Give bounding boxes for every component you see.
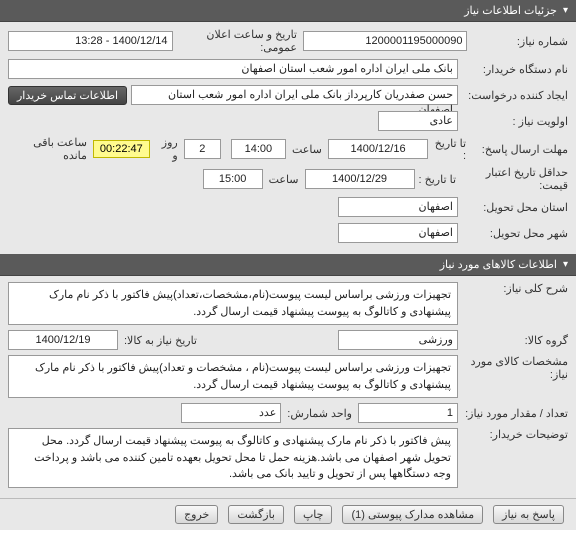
min-valid-date: 1400/12/29 [305, 169, 415, 189]
to-date-label-2: تا تاریخ : [419, 173, 456, 186]
time-label-1: ساعت [292, 143, 322, 156]
buyer-notes-value: پیش فاکتور با ذکر نام مارک پیشنهادی و کا… [8, 428, 458, 488]
row-city: شهر محل تحویل: اصفهان [8, 222, 568, 244]
remain-suffix: ساعت باقی مانده [14, 136, 87, 162]
print-button[interactable]: چاپ [294, 505, 333, 524]
unit-value: عدد [181, 403, 281, 423]
row-desc: شرح کلی نیاز: تجهیزات ورزشی براساس لیست … [8, 282, 568, 325]
need-date-value: 1400/12/19 [8, 330, 118, 350]
goods-info-header[interactable]: ▾ اطلاعات کالاهای مورد نیاز [0, 254, 576, 276]
priority-value: عادی [378, 111, 458, 131]
collapse-icon-2: ▾ [563, 259, 568, 270]
min-valid-time: 15:00 [203, 169, 263, 189]
province-value: اصفهان [338, 197, 458, 217]
spec-label: مشخصات کالای مورد نیاز: [458, 355, 568, 381]
deadline-date: 1400/12/16 [328, 139, 428, 159]
need-info-header[interactable]: ▾ جزئیات اطلاعات نیاز [0, 0, 576, 22]
deadline-label: مهلت ارسال پاسخ: [468, 143, 568, 156]
row-priority: اولویت نیاز : عادی [8, 110, 568, 132]
row-qty: تعداد / مقدار مورد نیاز: 1 واحد شمارش: ع… [8, 402, 568, 424]
time-label-2: ساعت [269, 173, 299, 186]
row-creator: ایجاد کننده درخواست: حسن صفدریان کارپردا… [8, 84, 568, 106]
row-number: شماره نیاز: 1200001195000090 تاریخ و ساع… [8, 28, 568, 54]
need-info-panel: شماره نیاز: 1200001195000090 تاریخ و ساع… [0, 22, 576, 254]
row-buyer-notes: توضیحات خریدار: پیش فاکتور با ذکر نام ما… [8, 428, 568, 488]
remain-days: 2 [184, 139, 221, 159]
days-and-label: روز و [156, 136, 178, 162]
priority-label: اولویت نیاز : [458, 115, 568, 128]
announce-value: 1400/12/14 - 13:28 [8, 31, 173, 51]
need-info-title: جزئیات اطلاعات نیاز [464, 4, 557, 17]
province-label: استان محل تحویل: [458, 201, 568, 214]
row-deadline: مهلت ارسال پاسخ: تا تاریخ : 1400/12/16 س… [8, 136, 568, 162]
respond-button[interactable]: پاسخ به نیاز [493, 505, 564, 524]
group-value: ورزشی [338, 330, 458, 350]
row-spec: مشخصات کالای مورد نیاز: تجهیزات ورزشی بر… [8, 355, 568, 398]
footer-bar: پاسخ به نیاز مشاهده مدارک پیوستی (1) چاپ… [0, 498, 576, 530]
qty-value: 1 [358, 403, 458, 423]
buyer-notes-label: توضیحات خریدار: [458, 428, 568, 441]
back-button[interactable]: بازگشت [228, 505, 284, 524]
row-buyer: نام دستگاه خریدار: بانک ملی ایران اداره … [8, 58, 568, 80]
spec-value: تجهیزات ورزشی براساس لیست پیوست(نام ، مش… [8, 355, 458, 398]
goods-info-title: اطلاعات کالاهای مورد نیاز [440, 258, 557, 271]
row-group: گروه کالا: ورزشی تاریخ نیاز به کالا: 140… [8, 329, 568, 351]
number-label: شماره نیاز: [467, 35, 568, 48]
city-label: شهر محل تحویل: [458, 227, 568, 240]
deadline-time: 14:00 [231, 139, 286, 159]
row-min-valid: حداقل تاریخ اعتبار قیمت: تا تاریخ : 1400… [8, 166, 568, 192]
qty-label: تعداد / مقدار مورد نیاز: [458, 407, 568, 420]
buyer-label: نام دستگاه خریدار: [458, 63, 568, 76]
buyer-value: بانک ملی ایران اداره امور شعب استان اصفه… [8, 59, 458, 79]
attachments-button[interactable]: مشاهده مدارک پیوستی (1) [342, 505, 483, 524]
city-value: اصفهان [338, 223, 458, 243]
unit-label: واحد شمارش: [287, 407, 352, 420]
desc-label: شرح کلی نیاز: [458, 282, 568, 295]
number-value: 1200001195000090 [303, 31, 468, 51]
goods-info-panel: شرح کلی نیاز: تجهیزات ورزشی براساس لیست … [0, 276, 576, 498]
exit-button[interactable]: خروج [175, 505, 218, 524]
contact-buyer-button[interactable]: اطلاعات تماس خریدار [8, 86, 127, 105]
min-valid-label: حداقل تاریخ اعتبار قیمت: [458, 166, 568, 192]
collapse-icon: ▾ [563, 5, 568, 16]
group-label: گروه کالا: [458, 334, 568, 347]
need-date-label: تاریخ نیاز به کالا: [124, 334, 197, 347]
creator-value: حسن صفدریان کارپرداز بانک ملی ایران ادار… [131, 85, 458, 105]
creator-label: ایجاد کننده درخواست: [458, 89, 568, 102]
announce-label: تاریخ و ساعت اعلان عمومی: [179, 28, 297, 54]
desc-value: تجهیزات ورزشی براساس لیست پیوست(نام،مشخص… [8, 282, 458, 325]
row-province: استان محل تحویل: اصفهان [8, 196, 568, 218]
to-date-label: تا تاریخ : [432, 137, 466, 162]
remain-time: 00:22:47 [93, 140, 150, 158]
